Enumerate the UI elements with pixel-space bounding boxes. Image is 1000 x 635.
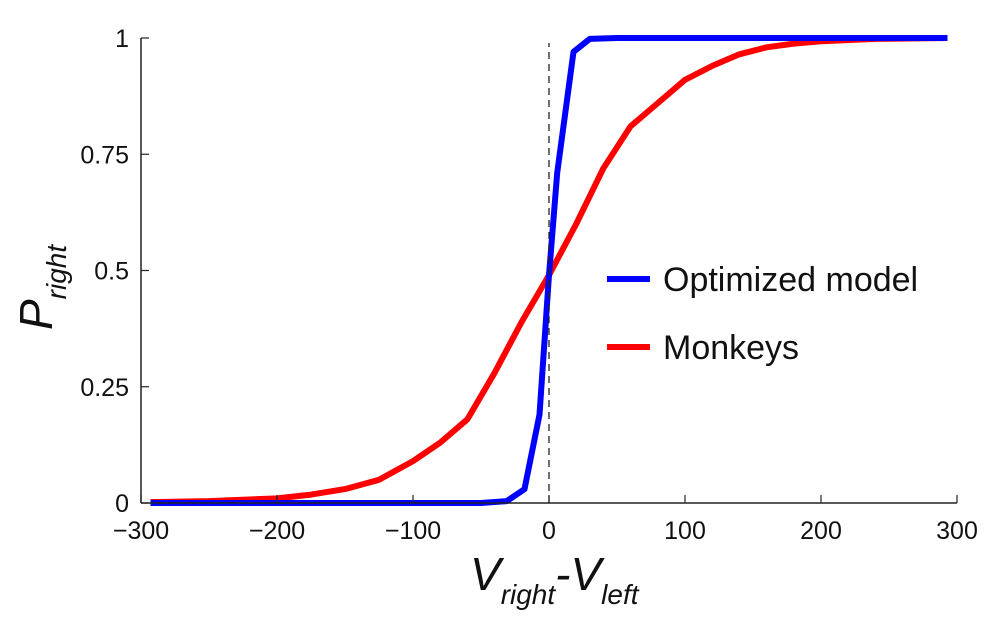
- y-tick-label: 0.25: [80, 374, 129, 402]
- x-tick-label: 300: [936, 517, 978, 545]
- y-axis-label: Pright: [10, 244, 72, 330]
- series-line-optimized-model: [150, 35, 948, 506]
- legend-label-optimized-model: Optimized model: [663, 261, 918, 299]
- y-tick-label: 0.75: [80, 141, 129, 169]
- x-tick-label: −100: [385, 517, 441, 545]
- x-tick-label: −200: [249, 517, 305, 545]
- y-tick-label: 0.5: [94, 258, 129, 286]
- x-tick-label: 100: [664, 517, 706, 545]
- y-tick-label: 1: [115, 25, 129, 53]
- x-tick-label: 0: [542, 517, 556, 545]
- series-line-monkeys: [150, 35, 948, 506]
- x-tick-label: 200: [800, 517, 842, 545]
- x-axis-label: Vright-Vleft: [470, 548, 640, 610]
- x-tick-label: −300: [113, 517, 169, 545]
- legend: Optimized model Monkeys: [607, 261, 918, 367]
- legend-label-monkeys: Monkeys: [663, 329, 799, 367]
- y-tick-label: 0: [115, 490, 129, 518]
